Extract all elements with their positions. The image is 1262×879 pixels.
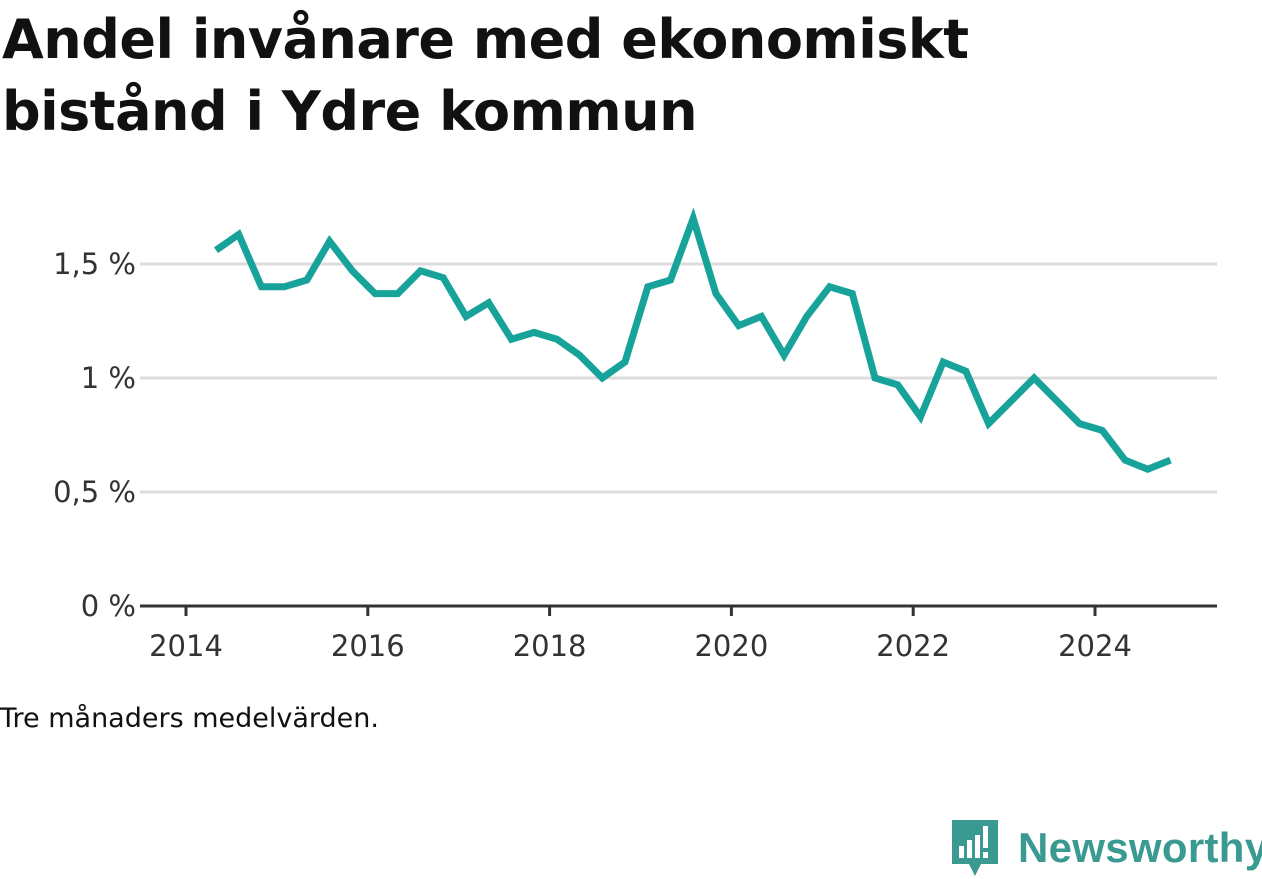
series-line bbox=[213, 207, 1172, 473]
x-axis-ticks: 2014 2016 2018 2020 2022 2024 bbox=[149, 606, 1132, 663]
x-tick-label: 2016 bbox=[331, 629, 405, 663]
chart-caption: Tre månaders medelvärden. bbox=[0, 703, 379, 734]
x-tick-label: 2014 bbox=[149, 629, 223, 663]
y-tick-label: 1 % bbox=[81, 361, 136, 395]
y-tick-label: 1,5 % bbox=[53, 247, 136, 281]
y-tick-label: 0 % bbox=[81, 589, 136, 623]
newsworthy-brand[interactable]: Newsworthy bbox=[950, 818, 1262, 878]
y-axis-ticks: 0 % 0,5 % 1 % 1,5 % bbox=[53, 247, 136, 623]
brand-name: Newsworthy bbox=[1018, 824, 1262, 871]
newsworthy-logo-icon bbox=[952, 820, 998, 876]
x-tick-label: 2018 bbox=[513, 629, 587, 663]
gridlines bbox=[140, 262, 1217, 494]
series-group bbox=[213, 207, 1172, 473]
chart-title: Andel invånare med ekonomiskt bistånd i … bbox=[2, 8, 969, 143]
x-tick-label: 2024 bbox=[1058, 629, 1132, 663]
y-tick-label: 0,5 % bbox=[53, 475, 136, 509]
x-tick-label: 2022 bbox=[876, 629, 950, 663]
x-tick-label: 2020 bbox=[694, 629, 768, 663]
line-chart: 0 % 0,5 % 1 % 1,5 % 2014 2016 2018 2020 2022 202… bbox=[53, 207, 1217, 663]
